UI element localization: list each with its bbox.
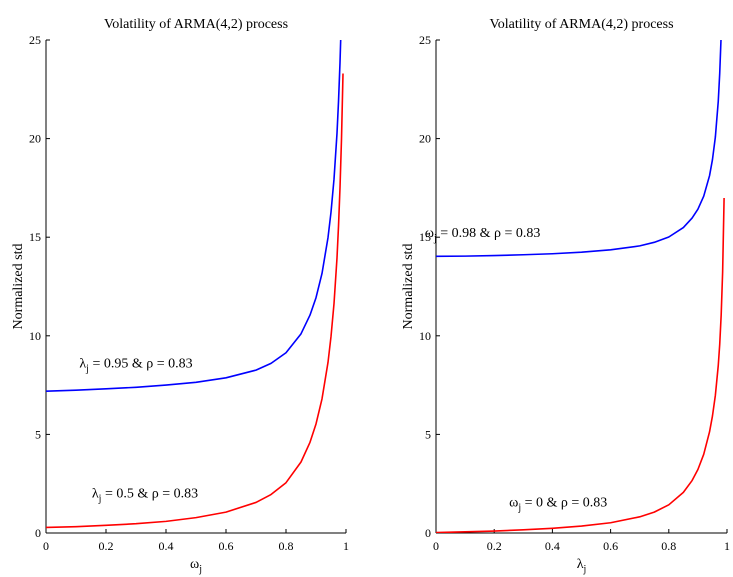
y-axis-label: Normalized std bbox=[401, 244, 416, 330]
y-tick-label: 20 bbox=[419, 132, 431, 146]
y-tick-label: 0 bbox=[35, 526, 41, 540]
curve-annotation: λj = 0.95 & ρ = 0.83 bbox=[79, 356, 192, 374]
y-tick-label: 25 bbox=[419, 33, 431, 47]
x-axis-label-sub: j bbox=[198, 564, 202, 575]
y-tick-label: 10 bbox=[419, 329, 431, 343]
x-tick-label: 0.2 bbox=[487, 539, 502, 553]
chart-title: Volatility of ARMA(4,2) process bbox=[104, 17, 288, 32]
series-line-1 bbox=[436, 197, 725, 533]
annotation-text: = 0.98 & ρ = 0.83 bbox=[437, 226, 541, 241]
y-tick-label: 15 bbox=[29, 230, 41, 244]
x-tick-label: 0.6 bbox=[603, 539, 618, 553]
x-tick-label: 0.4 bbox=[545, 539, 560, 553]
x-tick-label: 0.6 bbox=[219, 539, 234, 553]
x-tick-label: 0 bbox=[433, 539, 439, 553]
curve-annotation: λj = 0.5 & ρ = 0.83 bbox=[92, 487, 198, 505]
y-tick-label: 15 bbox=[419, 230, 431, 244]
series-line-1 bbox=[46, 73, 344, 529]
annotation-symbol: ω bbox=[509, 495, 518, 510]
x-tick-label: 0.4 bbox=[159, 539, 174, 553]
y-tick-label: 20 bbox=[29, 132, 41, 146]
y-tick-label: 0 bbox=[425, 526, 431, 540]
annotation-text: = 0 & ρ = 0.83 bbox=[521, 495, 607, 510]
annotation-subscript: j bbox=[433, 233, 437, 244]
x-tick-label: 0.8 bbox=[661, 539, 676, 553]
x-tick-label: 0.8 bbox=[279, 539, 294, 553]
y-axis-label: Normalized std bbox=[11, 244, 26, 330]
x-axis-label: ωj bbox=[190, 557, 202, 575]
x-axis-label-main: ω bbox=[190, 557, 199, 572]
x-tick-label: 1 bbox=[724, 539, 730, 553]
series-line-0 bbox=[436, 40, 722, 258]
y-tick-label: 25 bbox=[29, 33, 41, 47]
y-tick-label: 5 bbox=[35, 427, 41, 441]
annotation-subscript: j bbox=[517, 502, 521, 513]
annotation-text: = 0.95 & ρ = 0.83 bbox=[89, 356, 193, 371]
annotation-symbol: λ bbox=[79, 356, 86, 371]
x-tick-label: 1 bbox=[343, 539, 349, 553]
x-axis-label-sub: j bbox=[583, 564, 587, 575]
curve-annotation: ωj = 0.98 & ρ = 0.83 bbox=[425, 226, 541, 244]
annotation-symbol: λ bbox=[92, 487, 99, 502]
x-tick-label: 0 bbox=[43, 539, 49, 553]
x-axis-label-main: λ bbox=[577, 557, 584, 572]
chart-title: Volatility of ARMA(4,2) process bbox=[489, 17, 673, 32]
curve-annotation: ωj = 0 & ρ = 0.83 bbox=[509, 495, 607, 513]
annotation-text: = 0.5 & ρ = 0.83 bbox=[101, 487, 198, 502]
y-tick-label: 5 bbox=[425, 427, 431, 441]
y-tick-label: 10 bbox=[29, 329, 41, 343]
annotation-subscript: j bbox=[98, 494, 102, 505]
x-axis-label: λj bbox=[577, 557, 587, 575]
annotation-subscript: j bbox=[85, 363, 89, 374]
annotation-symbol: ω bbox=[425, 226, 434, 241]
series-line-0 bbox=[46, 40, 342, 393]
x-tick-label: 0.2 bbox=[99, 539, 114, 553]
